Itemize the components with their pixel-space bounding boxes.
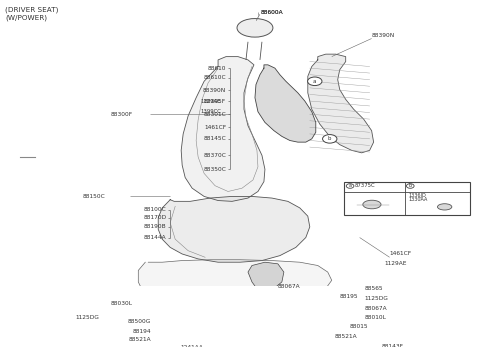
Text: 88067A: 88067A [278, 285, 300, 289]
Text: 1129AE: 1129AE [384, 261, 407, 266]
Text: 88015: 88015 [350, 324, 368, 329]
Ellipse shape [363, 294, 372, 297]
Polygon shape [148, 298, 343, 336]
Ellipse shape [237, 18, 273, 37]
Polygon shape [255, 65, 316, 142]
Polygon shape [138, 260, 332, 300]
Text: 87375C: 87375C [355, 184, 375, 188]
Text: b: b [328, 136, 332, 141]
Text: 88565: 88565 [365, 286, 383, 291]
Text: 1241AA: 1241AA [180, 345, 203, 347]
Text: 88301C: 88301C [204, 112, 226, 117]
Text: a: a [348, 184, 351, 188]
Text: 1399CC: 1399CC [200, 109, 221, 114]
Ellipse shape [347, 296, 357, 301]
Text: 88145C: 88145C [204, 136, 226, 141]
Ellipse shape [363, 200, 381, 209]
Polygon shape [308, 54, 373, 153]
Polygon shape [162, 303, 335, 328]
Text: (DRIVER SEAT)
(W/POWER): (DRIVER SEAT) (W/POWER) [5, 6, 59, 21]
Circle shape [407, 184, 414, 188]
Circle shape [172, 300, 184, 307]
Text: 1125DG: 1125DG [365, 296, 388, 301]
Text: 88610C: 88610C [204, 76, 226, 81]
Text: 88395F: 88395F [204, 99, 226, 103]
Text: 88390N: 88390N [203, 88, 226, 93]
Text: 88521A: 88521A [335, 334, 357, 339]
Text: 88030L: 88030L [110, 301, 132, 306]
Text: 88500G: 88500G [128, 319, 151, 324]
Text: 88300F: 88300F [110, 112, 132, 117]
Circle shape [323, 135, 337, 143]
Text: 1461CF: 1461CF [204, 125, 226, 130]
Circle shape [346, 184, 354, 188]
Text: 88010L: 88010L [365, 315, 386, 320]
Text: 88521A: 88521A [129, 337, 151, 342]
Circle shape [308, 77, 322, 86]
Polygon shape [158, 196, 310, 262]
Polygon shape [181, 57, 265, 201]
FancyBboxPatch shape [344, 181, 470, 215]
Text: 1125DG: 1125DG [75, 315, 99, 320]
Text: 1461CF: 1461CF [390, 252, 412, 256]
Ellipse shape [437, 204, 452, 210]
Text: 88170D: 88170D [143, 215, 167, 220]
Text: 88370C: 88370C [204, 153, 226, 158]
Ellipse shape [383, 318, 407, 329]
Text: b: b [408, 184, 412, 188]
Text: 1129AE: 1129AE [200, 99, 221, 103]
Text: 88350C: 88350C [204, 167, 226, 172]
Text: 1330AA: 1330AA [408, 197, 428, 202]
Text: a: a [313, 79, 316, 84]
Text: 88390N: 88390N [372, 33, 395, 38]
Text: 88600A: 88600A [261, 10, 284, 15]
Text: 88143F: 88143F [382, 344, 404, 347]
Text: 88194: 88194 [133, 329, 151, 334]
Text: 88150C: 88150C [83, 194, 105, 199]
Text: 88100C: 88100C [144, 207, 167, 212]
Text: 1336JD: 1336JD [408, 193, 426, 197]
Text: 88195: 88195 [340, 294, 359, 299]
Text: 88067A: 88067A [365, 306, 387, 311]
Polygon shape [248, 262, 284, 290]
Text: 88144A: 88144A [144, 235, 167, 240]
Text: 88600A: 88600A [261, 10, 284, 15]
Polygon shape [368, 300, 420, 342]
Text: 88190B: 88190B [144, 225, 167, 229]
Text: 88610: 88610 [208, 66, 226, 71]
